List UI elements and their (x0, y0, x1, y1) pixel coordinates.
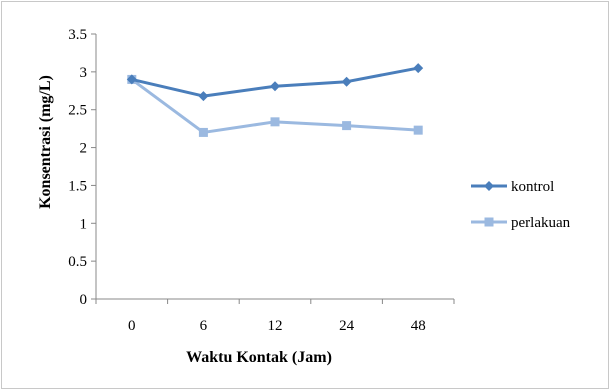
x-axis: 0 6 12 24 48 (95, 298, 455, 334)
series-layer (126, 63, 424, 137)
legend-item-perlakuan: perlakuan (471, 215, 571, 231)
data-point-perlakuan (198, 127, 208, 137)
series-kontrol (126, 63, 424, 102)
data-point-perlakuan (342, 121, 352, 131)
legend-swatch-marker (484, 181, 494, 191)
y-tick-label: 0.5 (68, 254, 87, 270)
data-point-kontrol (270, 81, 280, 92)
y-axis: 0 0.5 1 1.5 2 2.5 3 3.5 (68, 27, 97, 308)
x-tick-label: 0 (128, 318, 136, 334)
data-point-kontrol (126, 74, 137, 85)
y-tick-label: 1 (80, 216, 88, 232)
legend: kontrol perlakuan (471, 179, 571, 231)
data-point-perlakuan (270, 117, 280, 127)
y-axis-title: Konsentrasi (mg/L) (37, 75, 54, 209)
legend-item-kontrol: kontrol (471, 179, 554, 195)
y-tick-label: 0 (80, 292, 88, 308)
y-tick-label: 3 (80, 65, 88, 81)
y-tick-label: 2.5 (68, 103, 87, 119)
data-point-kontrol (413, 63, 424, 74)
legend-swatch-marker (484, 217, 494, 227)
x-tick-label: 6 (200, 318, 208, 334)
x-axis-title: Waktu Kontak (Jam) (186, 349, 332, 366)
x-tick-label: 24 (339, 318, 355, 334)
legend-label: kontrol (511, 179, 554, 195)
data-point-perlakuan (413, 125, 423, 135)
data-point-kontrol (198, 91, 209, 102)
y-tick-label: 3.5 (68, 27, 87, 43)
legend-label: perlakuan (511, 215, 571, 231)
x-tick-label: 12 (268, 318, 283, 334)
data-point-kontrol (341, 76, 352, 87)
y-tick-label: 2 (80, 141, 88, 157)
x-tick-label: 48 (411, 318, 426, 334)
y-tick-label: 1.5 (68, 178, 87, 194)
